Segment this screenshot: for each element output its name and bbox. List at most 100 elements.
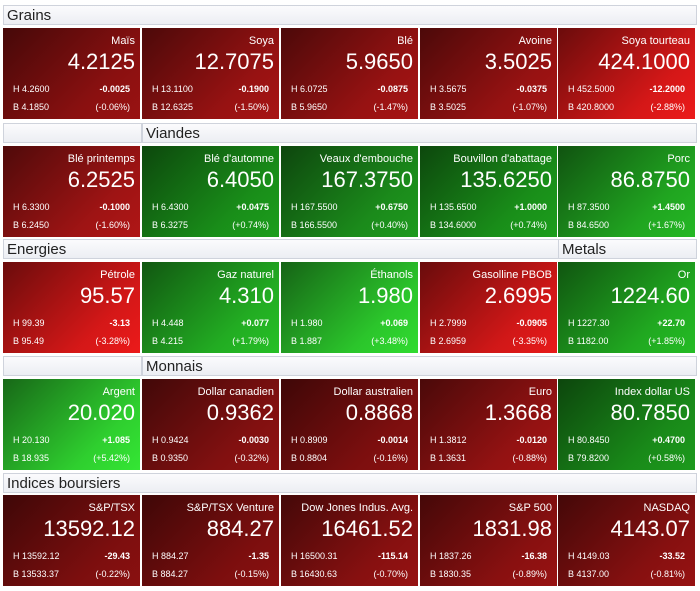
- quote-tile: Dollar australien 0.8868 H 0.8909 -0.0014 B …: [281, 379, 418, 470]
- instrument-name: Bouvillon d'abattage: [453, 153, 552, 165]
- low-price: B 18.935: [13, 453, 50, 463]
- percent-change: (-1.07%): [512, 102, 547, 112]
- percent-change: (-0.70%): [373, 569, 408, 579]
- high-price: H 1.980: [291, 318, 323, 328]
- low-price: B 84.6500: [568, 220, 610, 230]
- percent-change: (-0.81%): [650, 569, 685, 579]
- price-change: -3.13: [109, 318, 130, 328]
- quote-tile: Pétrole 95.57 H 99.39 -3.13 B 95.49 (-3.28%): [3, 262, 140, 353]
- instrument-name: Éthanols: [370, 269, 413, 281]
- quote-tile: Soya 12.7075 H 13.1100 -0.1900 B 12.6325 (-1.…: [142, 28, 279, 119]
- price-change: -0.0014: [377, 435, 408, 445]
- quote-tile: Éthanols 1.980 H 1.980 +0.069 B 1.887 (+3.48%…: [281, 262, 418, 353]
- instrument-name: Euro: [528, 386, 552, 398]
- price-change: -0.1000: [99, 202, 130, 212]
- low-price: B 2.6959: [430, 336, 467, 346]
- high-price: H 20.130: [13, 435, 50, 445]
- last-price: 1.3668: [484, 400, 552, 425]
- high-price: H 6.4300: [152, 202, 189, 212]
- section-header: Energies: [3, 239, 559, 259]
- last-price: 135.6250: [460, 167, 552, 192]
- high-price: H 87.3500: [568, 202, 610, 212]
- low-price: B 1830.35: [430, 569, 472, 579]
- high-price: H 4149.03: [568, 551, 610, 561]
- high-price: H 4.2600: [13, 84, 50, 94]
- section-header: Indices boursiers: [3, 473, 697, 493]
- percent-change: (+0.74%): [232, 220, 269, 230]
- quote-tile: S&P/TSX 13592.12 H 13592.12 -29.43 B 13533.3…: [3, 495, 140, 586]
- price-change: +1.085: [102, 435, 130, 445]
- instrument-name: Soya: [248, 35, 274, 47]
- low-price: B 4137.00: [568, 569, 610, 579]
- low-price: B 1182.00: [568, 336, 609, 346]
- last-price: 167.3750: [321, 167, 413, 192]
- last-price: 0.9362: [206, 400, 274, 425]
- price-change: +0.077: [241, 318, 269, 328]
- price-change: -0.0875: [377, 84, 408, 94]
- quote-tile: Porc 86.8750 H 87.3500 +1.4500 B 84.6500 (+1.…: [558, 146, 695, 237]
- high-price: H 1837.26: [430, 551, 472, 561]
- price-change: -33.52: [659, 551, 685, 561]
- high-price: H 99.39: [13, 318, 45, 328]
- quote-tile: S&P 500 1831.98 H 1837.26 -16.38 B 1830.35 (-…: [420, 495, 557, 586]
- high-price: H 452.5000: [568, 84, 615, 94]
- quote-tile: Veaux d'embouche 167.3750 H 167.5500 +0.675…: [281, 146, 418, 237]
- instrument-name: Blé d'automne: [204, 153, 274, 165]
- low-price: B 79.8200: [568, 453, 610, 463]
- section-header: Viandes: [142, 123, 697, 143]
- low-price: B 95.49: [13, 336, 45, 346]
- last-price: 86.8750: [610, 167, 690, 192]
- high-price: H 80.8450: [568, 435, 610, 445]
- low-price: B 16430.63: [291, 569, 338, 579]
- instrument-name: S&P/TSX Venture: [186, 502, 274, 514]
- last-price: 424.1000: [598, 49, 690, 74]
- low-price: B 5.9650: [291, 102, 328, 112]
- price-change: -0.0905: [516, 318, 547, 328]
- quote-tile: Soya tourteau 424.1000 H 452.5000 -12.2000 B…: [558, 28, 695, 119]
- last-price: 2.6995: [484, 283, 552, 308]
- percent-change: (+5.42%): [93, 453, 130, 463]
- percent-change: (-0.88%): [512, 453, 547, 463]
- instrument-name: S&P 500: [508, 502, 552, 514]
- quote-tile: Gaz naturel 4.310 H 4.448 +0.077 B 4.215 (+1.…: [142, 262, 279, 353]
- high-price: H 6.3300: [13, 202, 50, 212]
- section-header: [3, 356, 142, 376]
- last-price: 20.020: [67, 400, 135, 425]
- last-price: 4.2125: [67, 49, 135, 74]
- percent-change: (-0.16%): [373, 453, 408, 463]
- price-change: -115.14: [377, 551, 408, 561]
- quote-tile: Dollar canadien 0.9362 H 0.9424 -0.0030 B 0.…: [142, 379, 279, 470]
- quote-tile: Avoine 3.5025 H 3.5675 -0.0375 B 3.5025 (-1.0…: [420, 28, 557, 119]
- low-price: B 6.3275: [152, 220, 189, 230]
- instrument-name: Veaux d'embouche: [319, 153, 413, 165]
- percent-change: (+0.58%): [648, 453, 685, 463]
- low-price: B 4.215: [152, 336, 184, 346]
- last-price: 3.5025: [484, 49, 552, 74]
- price-change: -0.0025: [99, 84, 130, 94]
- last-price: 884.27: [206, 516, 274, 541]
- high-price: H 4.448: [152, 318, 184, 328]
- low-price: B 4.1850: [13, 102, 50, 112]
- low-price: B 1.887: [291, 336, 323, 346]
- quote-tile: Blé printemps 6.2525 H 6.3300 -0.1000 B 6.24…: [3, 146, 140, 237]
- last-price: 16461.52: [321, 516, 413, 541]
- instrument-name: Dollar canadien: [197, 386, 274, 398]
- percent-change: (-2.88%): [650, 102, 685, 112]
- percent-change: (-0.32%): [234, 453, 269, 463]
- percent-change: (-3.35%): [512, 336, 547, 346]
- last-price: 13592.12: [43, 516, 135, 541]
- high-price: H 0.8909: [291, 435, 328, 445]
- high-price: H 0.9424: [152, 435, 189, 445]
- low-price: B 884.27: [152, 569, 189, 579]
- instrument-name: Avoine: [518, 35, 552, 47]
- quote-tile: Or 1224.60 H 1227.30 +22.70 B 1182.00 (+1.85%…: [558, 262, 695, 353]
- percent-change: (-0.06%): [95, 102, 130, 112]
- price-change: +22.70: [657, 318, 685, 328]
- instrument-name: Blé printemps: [67, 153, 135, 165]
- percent-change: (-1.50%): [234, 102, 269, 112]
- quote-tile: Argent 20.020 H 20.130 +1.085 B 18.935 (+5.42…: [3, 379, 140, 470]
- instrument-name: Dollar australien: [333, 386, 413, 398]
- percent-change: (-0.89%): [512, 569, 547, 579]
- percent-change: (-0.22%): [95, 569, 130, 579]
